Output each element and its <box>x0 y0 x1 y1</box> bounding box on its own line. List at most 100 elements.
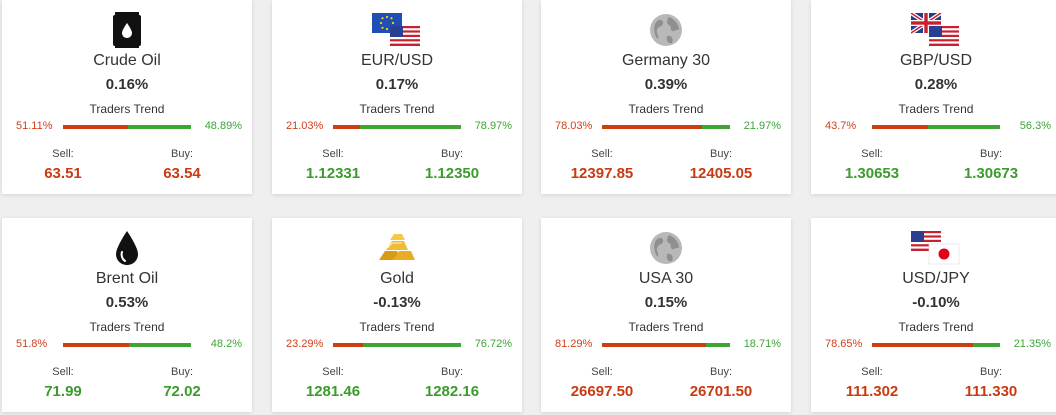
trend-bar-sell <box>872 343 973 347</box>
traders-trend-label: Traders Trend <box>898 102 974 116</box>
buy-price[interactable]: 12405.05 <box>689 165 753 182</box>
buy-price[interactable]: 1.12350 <box>424 165 480 182</box>
instrument-card-usd-jpy[interactable]: USD/JPY -0.10% Traders Trend 78.65% 21.3… <box>811 218 1056 412</box>
sell-price[interactable]: 1281.46 <box>305 383 361 400</box>
buy-price[interactable]: 1.30673 <box>963 165 1019 182</box>
instrument-card-eur-usd[interactable]: EUR/USD 0.17% Traders Trend 21.03% 78.97… <box>272 0 522 194</box>
daily-change: 0.28% <box>914 76 958 93</box>
sell-price[interactable]: 111.302 <box>845 383 899 400</box>
traders-trend: 81.29% 18.71% <box>541 338 791 352</box>
instrument-name: USD/JPY <box>902 270 970 287</box>
daily-change: 0.53% <box>105 294 149 311</box>
trend-bar-sell <box>602 125 702 129</box>
trend-bar <box>872 125 1000 129</box>
sell-price[interactable]: 12397.85 <box>570 165 634 182</box>
buy-percentage: 78.97% <box>474 120 512 132</box>
oil-drop-icon <box>2 230 252 266</box>
sell-price[interactable]: 71.99 <box>44 383 82 400</box>
instrument-name: Crude Oil <box>93 52 161 69</box>
daily-change: -0.13% <box>373 294 421 311</box>
traders-trend: 51.8% 48.2% <box>2 338 252 352</box>
buy-price[interactable]: 1282.16 <box>424 383 480 400</box>
oil-barrel-icon <box>2 12 252 48</box>
globe-icon <box>541 230 791 266</box>
daily-change: 0.15% <box>644 294 688 311</box>
buy-percentage: 48.2% <box>210 338 242 350</box>
sell-label: Sell: <box>52 366 74 378</box>
instrument-card-germany-30[interactable]: Germany 30 0.39% Traders Trend 78.03% 21… <box>541 0 791 194</box>
instrument-card-gbp-usd[interactable]: GBP/USD 0.28% Traders Trend 43.7% 56.3% … <box>811 0 1056 194</box>
trend-bar-sell <box>602 343 707 347</box>
buy-percentage: 56.3% <box>1019 120 1051 132</box>
sell-percentage: 23.29% <box>286 338 324 350</box>
sell-label: Sell: <box>322 366 344 378</box>
instrument-card-gold[interactable]: Gold -0.13% Traders Trend 23.29% 76.72% … <box>272 218 522 412</box>
instrument-name: Brent Oil <box>95 270 159 287</box>
sell-label: Sell: <box>591 148 613 160</box>
buy-label: Buy: <box>170 148 193 160</box>
sell-label: Sell: <box>591 366 613 378</box>
buy-price[interactable]: 111.330 <box>964 383 1018 400</box>
trend-bar <box>333 343 461 347</box>
trend-bar <box>872 343 1000 347</box>
instrument-name: EUR/USD <box>360 52 433 69</box>
traders-trend: 23.29% 76.72% <box>272 338 522 352</box>
traders-trend: 78.65% 21.35% <box>811 338 1056 352</box>
instrument-card-brent-oil[interactable]: Brent Oil 0.53% Traders Trend 51.8% 48.2… <box>2 218 252 412</box>
traders-trend-label: Traders Trend <box>898 320 974 334</box>
buy-label: Buy: <box>709 148 732 160</box>
instrument-name: GBP/USD <box>899 52 972 69</box>
trend-bar <box>63 343 191 347</box>
buy-label: Buy: <box>979 148 1002 160</box>
trend-bar <box>63 125 191 129</box>
sell-percentage: 78.03% <box>555 120 593 132</box>
sell-price[interactable]: 1.12331 <box>305 165 361 182</box>
instrument-card-crude-oil[interactable]: Crude Oil 0.16% Traders Trend 51.11% 48.… <box>2 0 252 194</box>
trend-bar-sell <box>333 343 363 347</box>
buy-percentage: 48.89% <box>204 120 242 132</box>
traders-trend-label: Traders Trend <box>89 320 165 334</box>
sell-label: Sell: <box>322 148 344 160</box>
traders-trend-label: Traders Trend <box>628 102 704 116</box>
buy-label: Buy: <box>440 366 463 378</box>
buy-label: Buy: <box>709 366 732 378</box>
buy-price[interactable]: 63.54 <box>163 165 201 182</box>
buy-label: Buy: <box>979 366 1002 378</box>
traders-trend-label: Traders Trend <box>628 320 704 334</box>
sell-price[interactable]: 1.30653 <box>844 165 900 182</box>
gold-bars-icon <box>272 230 522 266</box>
sell-label: Sell: <box>861 148 883 160</box>
sell-percentage: 21.03% <box>286 120 324 132</box>
trend-bar <box>333 125 461 129</box>
traders-trend: 78.03% 21.97% <box>541 120 791 134</box>
trend-bar <box>602 343 730 347</box>
daily-change: 0.16% <box>105 76 149 93</box>
trend-bar-sell <box>63 343 130 347</box>
traders-trend: 51.11% 48.89% <box>2 120 252 134</box>
uk-us-flag-icon <box>811 12 1056 48</box>
globe-icon <box>541 12 791 48</box>
traders-trend: 21.03% 78.97% <box>272 120 522 134</box>
sell-price[interactable]: 26697.50 <box>570 383 634 400</box>
buy-label: Buy: <box>170 366 193 378</box>
trend-bar-sell <box>63 125 129 129</box>
traders-trend-label: Traders Trend <box>359 102 435 116</box>
us-jp-flag-icon <box>811 230 1056 266</box>
buy-price[interactable]: 72.02 <box>163 383 201 400</box>
sell-price[interactable]: 63.51 <box>44 165 82 182</box>
traders-trend-label: Traders Trend <box>359 320 435 334</box>
buy-percentage: 21.35% <box>1013 338 1051 350</box>
trend-bar <box>602 125 730 129</box>
traders-trend: 43.7% 56.3% <box>811 120 1056 134</box>
traders-trend-label: Traders Trend <box>89 102 165 116</box>
sell-percentage: 78.65% <box>825 338 863 350</box>
sell-percentage: 51.11% <box>16 120 53 132</box>
trend-bar-sell <box>333 125 360 129</box>
buy-price[interactable]: 26701.50 <box>689 383 753 400</box>
buy-label: Buy: <box>440 148 463 160</box>
daily-change: 0.39% <box>644 76 688 93</box>
sell-label: Sell: <box>861 366 883 378</box>
instrument-card-usa-30[interactable]: USA 30 0.15% Traders Trend 81.29% 18.71%… <box>541 218 791 412</box>
buy-percentage: 18.71% <box>743 338 781 350</box>
sell-label: Sell: <box>52 148 74 160</box>
